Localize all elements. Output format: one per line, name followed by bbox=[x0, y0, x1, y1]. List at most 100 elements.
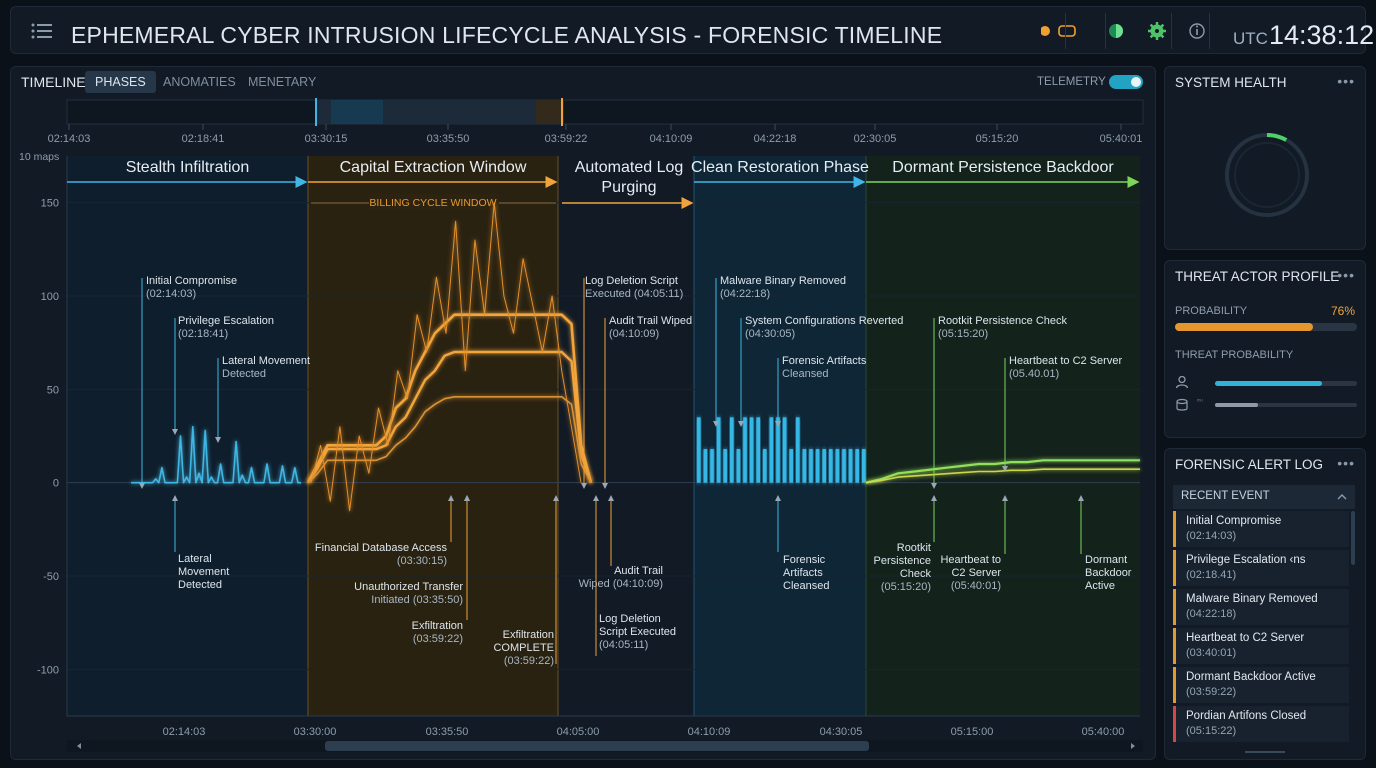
overview-tick-label: 05:15:20 bbox=[976, 133, 1019, 145]
alert-time: (03:59:22) bbox=[1186, 686, 1237, 698]
alert-item[interactable]: Pordian Artifons Closed (05:15:22) bbox=[1173, 706, 1349, 742]
restoration-bar bbox=[835, 449, 840, 483]
annotation-bottom: Backdoor bbox=[1085, 567, 1132, 579]
telemetry-toggle[interactable] bbox=[1109, 75, 1143, 89]
series-stealth bbox=[131, 425, 301, 484]
annotation-bottom: Active bbox=[1085, 580, 1115, 592]
restoration-bar bbox=[815, 449, 820, 483]
annotation-bottom: Exfiltration bbox=[412, 620, 463, 632]
x-tick-label: 02:14:03 bbox=[163, 726, 206, 738]
series-extraction-2 bbox=[306, 350, 593, 484]
phase-headers: Stealth Infiltration Capital Extraction W… bbox=[67, 159, 1140, 210]
restoration-bar bbox=[730, 417, 734, 483]
overview-tick-label: 03:59:22 bbox=[545, 133, 588, 145]
scroll-left-icon[interactable] bbox=[77, 743, 81, 749]
annotation-bottom: Detected bbox=[178, 579, 222, 591]
menu-icon[interactable] bbox=[31, 21, 53, 41]
annotation-bottom: Rootkit bbox=[897, 542, 931, 554]
forensic-alert-panel: FORENSIC ALERT LOG ••• RECENT EVENT Init… bbox=[1164, 448, 1366, 760]
chevron-up-icon[interactable] bbox=[1337, 493, 1347, 501]
tab-timeline[interactable]: TIMELINE bbox=[21, 74, 86, 90]
tab-menetary[interactable]: MENETARY bbox=[248, 75, 317, 89]
restoration-bar bbox=[710, 449, 714, 483]
annotation-top: System Configurations Reverted bbox=[745, 315, 903, 327]
gear-icon[interactable] bbox=[1148, 22, 1166, 40]
alert-item[interactable]: Heartbeat to C2 Server (03:40:01) bbox=[1173, 628, 1349, 664]
timeline-chart[interactable]: 02:14:03 02:18:41 03:30:15 03:35:50 03:59:22… bbox=[11, 96, 1156, 760]
contrast-icon[interactable] bbox=[1109, 24, 1123, 38]
page-title: EPHEMERAL CYBER INTRUSION LIFECYCLE ANAL… bbox=[71, 22, 943, 48]
restoration-bar bbox=[763, 449, 767, 483]
threat-bar-2 bbox=[1215, 403, 1357, 407]
annotation-bottom: Movement bbox=[178, 566, 229, 578]
restoration-bar bbox=[776, 417, 780, 483]
user-icon bbox=[1175, 375, 1189, 389]
annotation-top: Privilege Escalation bbox=[178, 315, 274, 327]
restoration-bar bbox=[749, 417, 754, 483]
series-extraction-1 bbox=[306, 313, 593, 484]
overview-tick-label: 04:10:09 bbox=[650, 133, 693, 145]
horizontal-scrollbar[interactable] bbox=[67, 740, 1143, 752]
alert-item[interactable]: Malware Binary Removed (04:22:18) bbox=[1173, 589, 1349, 625]
tab-phases[interactable]: PHASES bbox=[85, 71, 156, 93]
restoration-bar bbox=[716, 417, 721, 483]
resize-handle[interactable] bbox=[1245, 751, 1285, 753]
telemetry-label: TELEMETRY bbox=[1037, 76, 1106, 88]
overview-tick-label: 02:14:03 bbox=[48, 133, 91, 145]
y-tick-label: -50 bbox=[43, 571, 59, 583]
threat-bar-1 bbox=[1215, 381, 1357, 386]
phase-title: Capital Extraction Window bbox=[340, 159, 527, 176]
alert-item[interactable]: Dormant Backdoor Active (03:59:22) bbox=[1173, 667, 1349, 703]
overview-tick-label: 03:30:15 bbox=[305, 133, 348, 145]
annotation-bottom: Cleansed bbox=[783, 580, 829, 592]
alert-title: Heartbeat to C2 Server bbox=[1186, 632, 1305, 644]
y-tick-label: 0 bbox=[53, 478, 59, 490]
system-health-panel: SYSTEM HEALTH ••• bbox=[1164, 66, 1366, 250]
system-health-title: SYSTEM HEALTH bbox=[1175, 75, 1287, 90]
annotation-top: (05.40.01) bbox=[1009, 368, 1059, 380]
more-options-icon[interactable]: ••• bbox=[1337, 267, 1355, 283]
alert-scrollbar[interactable] bbox=[1351, 511, 1355, 565]
tab-anomalies[interactable]: ANOMATIES bbox=[163, 75, 236, 89]
y-unit-label: 10 maps bbox=[19, 151, 59, 163]
scroll-right-icon[interactable] bbox=[1131, 743, 1135, 749]
billing-window-label: BILLING CYCLE WINDOW bbox=[369, 197, 496, 209]
x-tick-label: 04:30:05 bbox=[820, 726, 863, 738]
restoration-bar bbox=[848, 449, 853, 483]
restoration-bar bbox=[796, 417, 800, 483]
restoration-bar bbox=[703, 449, 708, 483]
x-tick-label: 04:05:00 bbox=[557, 726, 600, 738]
divider bbox=[1105, 13, 1106, 49]
overview-tick-label: 02:30:05 bbox=[854, 133, 897, 145]
info-icon[interactable] bbox=[1189, 23, 1205, 39]
series-extraction-3 bbox=[307, 395, 592, 484]
threat-profile-title: THREAT ACTOR PROFILE bbox=[1175, 269, 1340, 284]
alert-item[interactable]: Initial Compromise (02:14:03) bbox=[1173, 511, 1349, 547]
restoration-bar bbox=[842, 449, 846, 483]
recent-event-header[interactable]: RECENT EVENT bbox=[1173, 485, 1355, 509]
alert-title: Pordian Artifons Closed bbox=[1186, 710, 1307, 722]
x-tick-label: 03:35:50 bbox=[426, 726, 469, 738]
phase-backgrounds bbox=[67, 156, 1140, 716]
probability-bar bbox=[1175, 323, 1357, 331]
divider bbox=[1209, 13, 1210, 49]
x-tick-label: 04:10:09 bbox=[688, 726, 731, 738]
overview-strip[interactable] bbox=[66, 98, 1144, 126]
annotation-bottom: (05:15:20) bbox=[881, 581, 931, 593]
more-options-icon[interactable]: ••• bbox=[1337, 73, 1355, 89]
forensic-alert-title: FORENSIC ALERT LOG bbox=[1175, 457, 1324, 472]
alert-item[interactable]: Privilege Escalation ‹ns (02:18.41) bbox=[1173, 550, 1349, 586]
y-axis: 10 maps 150 100 50 0 -50 -100 bbox=[19, 151, 68, 716]
annotation-top: Heartbeat to C2 Server bbox=[1009, 355, 1122, 367]
restoration-bar bbox=[802, 449, 807, 483]
timeline-chart-panel: 02:14:03 02:18:41 03:30:15 03:35:50 03:59:22… bbox=[10, 96, 1156, 760]
y-tick-label: 150 bbox=[41, 198, 59, 210]
annotation-bottom: Log Deletion bbox=[599, 613, 661, 625]
more-options-icon[interactable]: ••• bbox=[1337, 455, 1355, 471]
phase-title: Clean Restoration Phase bbox=[691, 159, 869, 176]
alert-time: (04:22:18) bbox=[1186, 608, 1237, 620]
scrollbar-thumb[interactable] bbox=[325, 741, 869, 751]
overview-tick-label: 04:22:18 bbox=[754, 133, 797, 145]
y-tick-label: 50 bbox=[47, 384, 59, 396]
probability-value: 76% bbox=[1330, 304, 1355, 318]
